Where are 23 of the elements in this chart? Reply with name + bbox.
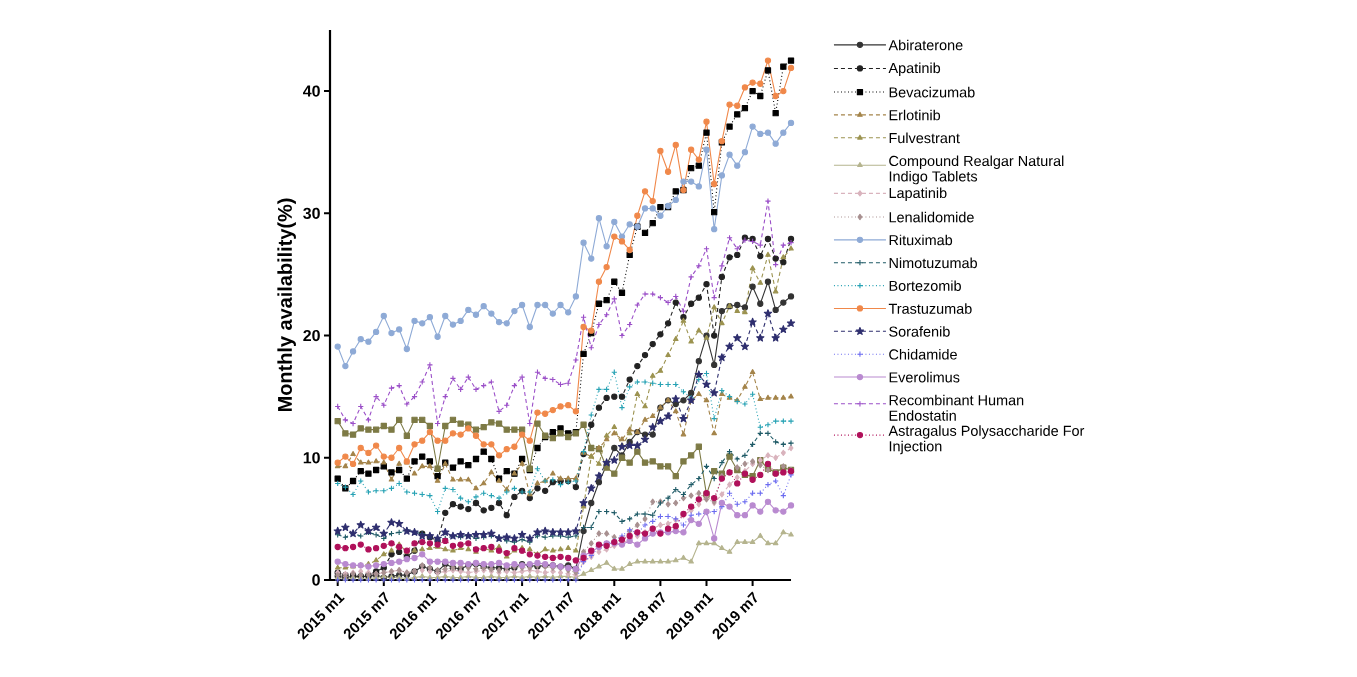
y-axis-title: Monthly availability(%): [277, 198, 296, 412]
legend-label: Bortezomib: [889, 280, 961, 291]
legend-label: Lapatinib: [889, 187, 947, 201]
legend-label: Lenalidomide: [889, 211, 974, 223]
legend-label: Chidamide: [889, 349, 957, 360]
legend-label: Recombinant Human Endostatin: [889, 394, 1024, 421]
y-tick-label: 40: [302, 85, 320, 97]
legend-label: Sorafenib: [889, 326, 950, 337]
legend-label: Nimotuzumab: [889, 257, 977, 269]
legend-label: Trastuzumab: [888, 303, 972, 314]
y-tick-label: 20: [303, 329, 320, 342]
legend-label: Abiraterone: [888, 39, 963, 51]
legend-label: Erlotinib: [889, 109, 941, 121]
legend-label: Bevacizumab: [889, 86, 975, 98]
legend-label: Rituximab: [889, 234, 953, 246]
legend-label: Apatinib: [888, 62, 941, 77]
legend-label: Astragalus Polysaccharide For Injection: [888, 425, 1085, 455]
y-tick-label: 0: [312, 574, 320, 586]
legend-label: Everolimus: [889, 371, 960, 383]
legend-label: Fulvestrant: [889, 132, 960, 144]
legend-label: Compound Realgar Natural Indigo Tablets: [889, 155, 1064, 185]
y-tick-label: 30: [303, 207, 320, 219]
y-tick-label: 10: [303, 452, 320, 464]
